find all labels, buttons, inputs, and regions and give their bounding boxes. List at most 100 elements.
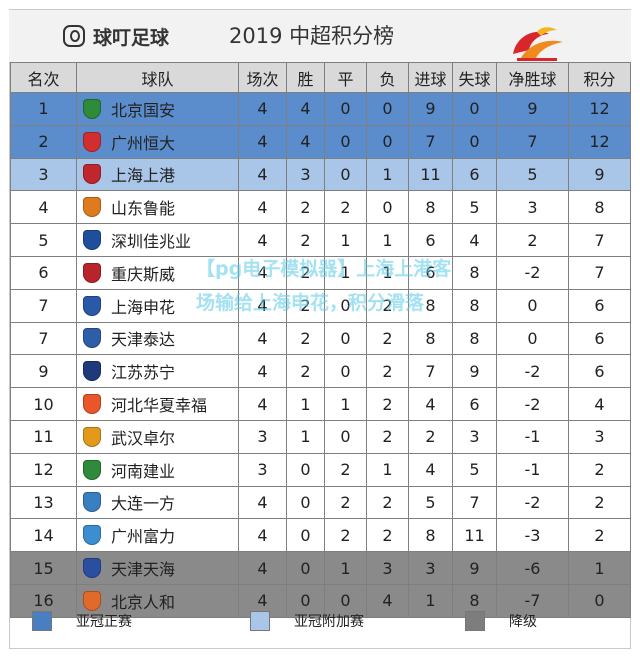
table-row: 12 河南建业 3 0 2 1 4 5 -1 2: [10, 452, 631, 487]
team-crest-icon: [83, 295, 101, 316]
points-cell: 6: [568, 354, 631, 389]
standings-table: 名次 球队 场次 胜 平 负 进球 失球 净胜球 积分 1 北京国安 4 4 0 0 9 0 9…: [10, 62, 631, 618]
team-name: 上海上港: [111, 166, 176, 186]
goal-diff-cell: 2: [496, 223, 569, 257]
team-cell: 广州恒大: [76, 124, 239, 159]
goals-for-cell: 5: [408, 485, 453, 520]
col-header-goals-against: 失球: [452, 62, 497, 93]
col-header-rank: 名次: [10, 62, 77, 93]
col-header-goal-diff: 净胜球: [496, 62, 569, 93]
rank-cell: 12: [10, 452, 77, 487]
goal-diff-cell: -7: [496, 583, 569, 618]
rank-cell: 15: [10, 551, 77, 585]
table-row: 10 河北华夏幸福 4 1 1 2 4 6 -2 4: [10, 387, 631, 421]
points-cell: 3: [568, 419, 631, 454]
won-cell: 2: [286, 255, 325, 290]
goal-diff-cell: 9: [496, 92, 569, 126]
team-name: 大连一方: [111, 494, 176, 514]
lost-cell: 3: [366, 551, 409, 585]
goals-for-cell: 8: [408, 288, 453, 323]
table-row: 7 天津泰达 4 2 0 2 8 8 0 6: [10, 321, 631, 356]
col-header-team: 球队: [76, 62, 239, 93]
goals-against-cell: 11: [452, 518, 497, 553]
played-cell: 4: [238, 354, 287, 389]
team-crest-icon: [83, 558, 101, 579]
legend-swatch-acl: [32, 611, 52, 631]
played-cell: 3: [238, 419, 287, 454]
points-cell: 2: [568, 485, 631, 520]
played-cell: 4: [238, 387, 287, 421]
team-name: 深圳佳兆业: [111, 232, 192, 252]
won-cell: 3: [286, 157, 325, 192]
drawn-cell: 2: [324, 190, 367, 225]
played-cell: 4: [238, 190, 287, 225]
rank-cell: 6: [10, 255, 77, 290]
drawn-cell: 2: [324, 452, 367, 487]
goals-against-cell: 9: [452, 551, 497, 585]
goals-against-cell: 9: [452, 354, 497, 389]
table-row: 5 深圳佳兆业 4 2 1 1 6 4 2 7: [10, 223, 631, 257]
won-cell: 2: [286, 354, 325, 389]
goals-against-cell: 6: [452, 387, 497, 421]
table-row: 6 重庆斯威 4 2 1 1 6 8 -2 7: [10, 255, 631, 290]
goals-against-cell: 4: [452, 223, 497, 257]
team-crest-icon: [83, 459, 101, 480]
played-cell: 4: [238, 223, 287, 257]
drawn-cell: 1: [324, 255, 367, 290]
drawn-cell: 0: [324, 288, 367, 323]
drawn-cell: 0: [324, 92, 367, 126]
lost-cell: 0: [366, 190, 409, 225]
team-crest-icon: [83, 262, 101, 283]
team-name: 江苏苏宁: [111, 363, 176, 383]
legend-swatch-relegation: [465, 611, 485, 631]
team-crest-icon: [83, 131, 101, 152]
drawn-cell: 0: [324, 419, 367, 454]
lost-cell: 2: [366, 419, 409, 454]
goals-against-cell: 7: [452, 485, 497, 520]
team-crest-icon: [83, 98, 101, 119]
goal-diff-cell: 3: [496, 190, 569, 225]
played-cell: 4: [238, 92, 287, 126]
rank-cell: 5: [10, 223, 77, 257]
won-cell: 0: [286, 518, 325, 553]
played-cell: 4: [238, 157, 287, 192]
table-row: 3 上海上港 4 3 0 1 11 6 5 9: [10, 157, 631, 192]
goals-for-cell: 3: [408, 551, 453, 585]
table-row: 16 北京人和 4 0 0 4 1 8 -7 0: [10, 583, 631, 618]
goal-diff-cell: 7: [496, 124, 569, 159]
table-row: 11 武汉卓尔 3 1 0 2 2 3 -1 3: [10, 419, 631, 454]
col-header-goals-for: 进球: [408, 62, 453, 93]
goals-for-cell: 7: [408, 124, 453, 159]
team-crest-icon: [83, 394, 101, 415]
rank-cell: 7: [10, 288, 77, 323]
team-crest-icon: [83, 164, 101, 185]
goals-for-cell: 4: [408, 452, 453, 487]
lost-cell: 1: [366, 255, 409, 290]
legend-item-acl-playoff: 亚冠附加赛: [250, 609, 364, 633]
lost-cell: 1: [366, 452, 409, 487]
goals-for-cell: 1: [408, 583, 453, 618]
goals-against-cell: 8: [452, 321, 497, 356]
played-cell: 3: [238, 452, 287, 487]
brand-logo: 球叮足球: [63, 22, 169, 50]
won-cell: 1: [286, 419, 325, 454]
drawn-cell: 2: [324, 485, 367, 520]
goals-against-cell: 5: [452, 452, 497, 487]
drawn-cell: 0: [324, 157, 367, 192]
team-crest-icon: [83, 361, 101, 382]
team-crest-icon: [83, 197, 101, 218]
team-name: 天津天海: [111, 560, 176, 580]
legend-label-relegation: 降级: [509, 614, 537, 630]
team-cell: 重庆斯威: [76, 255, 239, 290]
team-name: 天津泰达: [111, 330, 176, 350]
team-cell: 上海申花: [76, 288, 239, 323]
goal-diff-cell: -2: [496, 255, 569, 290]
goal-diff-cell: -1: [496, 419, 569, 454]
team-crest-icon: [83, 230, 101, 251]
played-cell: 4: [238, 485, 287, 520]
won-cell: 0: [286, 485, 325, 520]
col-header-points: 积分: [568, 62, 631, 93]
goals-for-cell: 8: [408, 190, 453, 225]
points-cell: 8: [568, 190, 631, 225]
played-cell: 4: [238, 321, 287, 356]
